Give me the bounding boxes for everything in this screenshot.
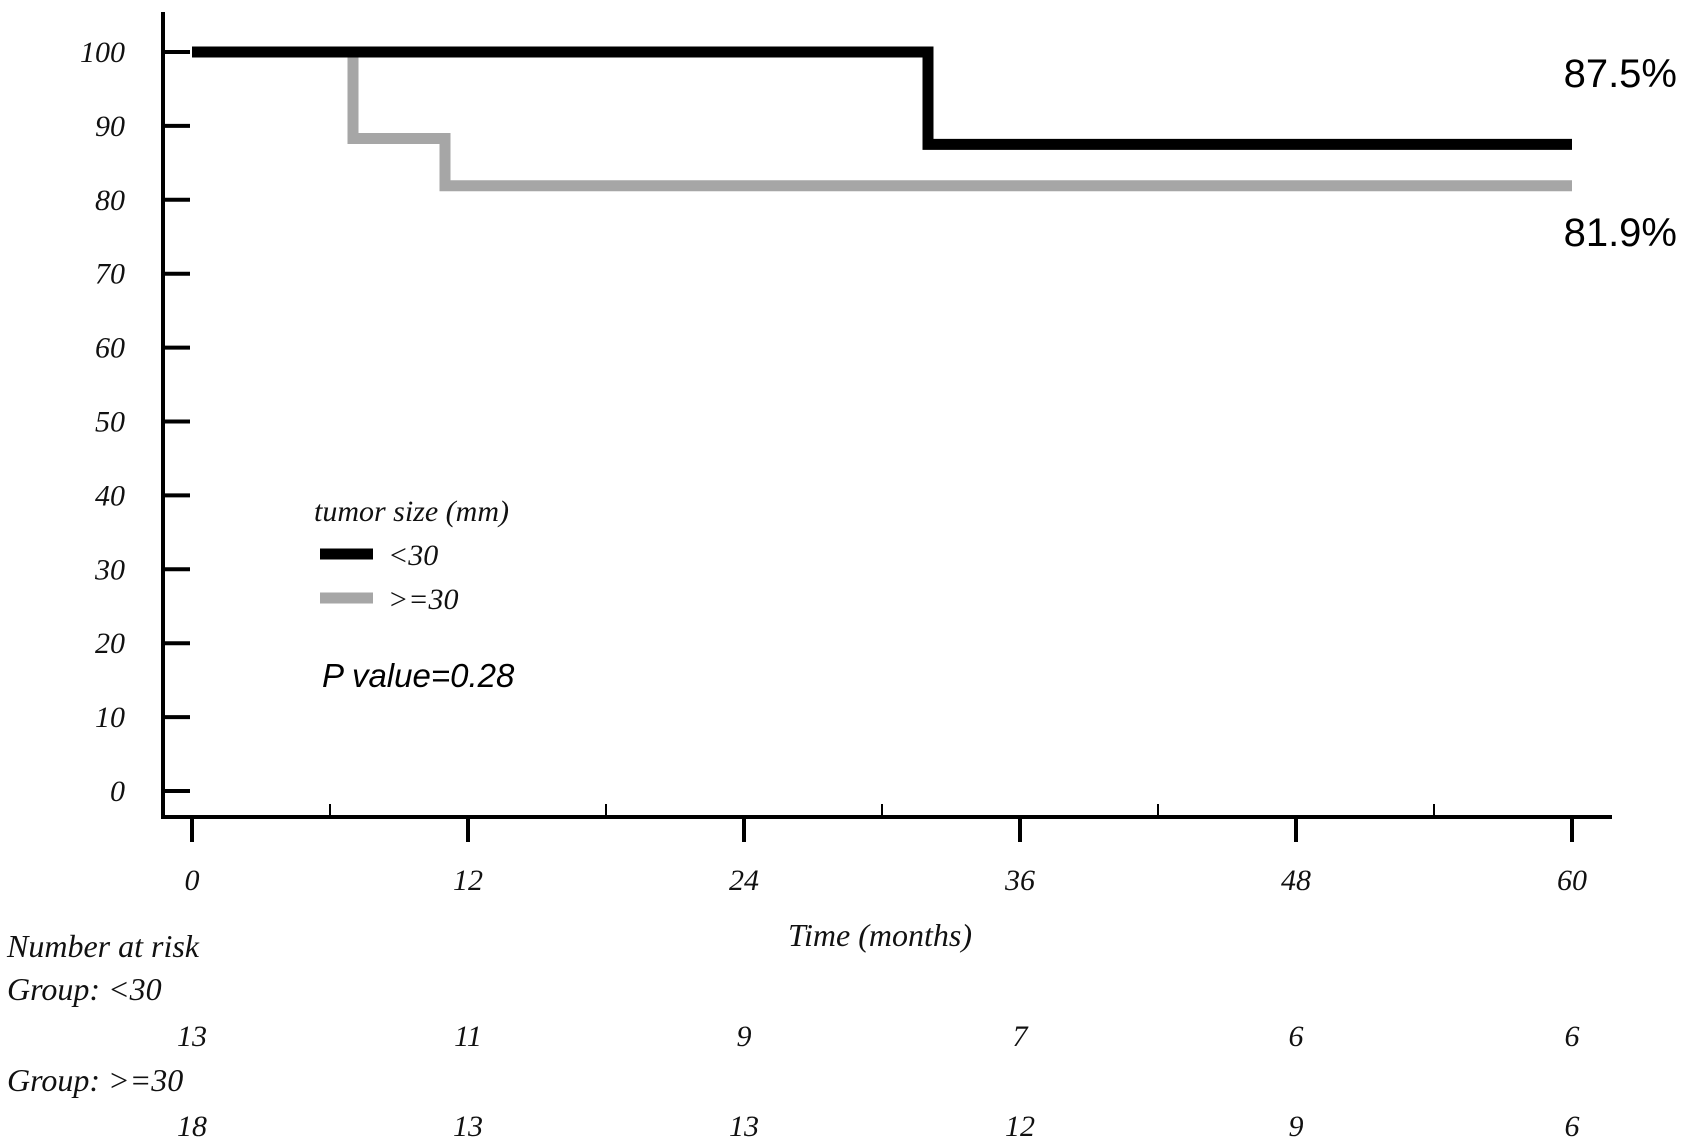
risk-count: 18 bbox=[177, 1110, 207, 1143]
end-value-label: 81.9% bbox=[1564, 211, 1677, 255]
risk-count: 12 bbox=[1005, 1110, 1035, 1143]
y-tick-label: 0 bbox=[110, 775, 125, 808]
y-tick-label: 20 bbox=[95, 627, 125, 660]
risk-count: 6 bbox=[1565, 1110, 1580, 1143]
y-tick-label: 30 bbox=[94, 553, 125, 586]
risk-count: 13 bbox=[453, 1110, 483, 1143]
survival-curve-ge30 bbox=[192, 46, 1572, 192]
risk-table-rows: Group: <30 13 11 9 7 6 6 Group: >=30 18 13 13 12 9 6 bbox=[7, 971, 1580, 1143]
x-tick-label: 36 bbox=[1004, 864, 1035, 897]
end-labels: 87.5% 81.9% bbox=[1564, 52, 1677, 255]
y-tick-label: 40 bbox=[95, 479, 125, 512]
risk-count: 9 bbox=[737, 1020, 752, 1053]
y-tick-label: 60 bbox=[95, 332, 125, 365]
risk-table-title: Number at risk bbox=[6, 928, 200, 964]
risk-count: 9 bbox=[1289, 1110, 1304, 1143]
legend-label: >=30 bbox=[388, 583, 459, 616]
risk-count: 6 bbox=[1565, 1020, 1580, 1053]
x-tick-label: 0 bbox=[185, 864, 200, 897]
legend: tumor size (mm) <30 >=30 bbox=[314, 495, 509, 616]
risk-group-label: Group: <30 bbox=[7, 971, 162, 1007]
series-lines bbox=[192, 46, 1572, 192]
p-value-annotation: P value=0.28 bbox=[322, 657, 515, 694]
risk-count: 13 bbox=[177, 1020, 207, 1053]
risk-count: 7 bbox=[1013, 1020, 1030, 1053]
legend-items: <30 >=30 bbox=[320, 539, 459, 616]
legend-label: <30 bbox=[388, 539, 438, 572]
axes: 0 10 20 30 40 50 60 70 80 90 100 0 12 24 36 48 60 bbox=[80, 12, 1612, 897]
x-tick-label: 24 bbox=[729, 864, 759, 897]
legend-title: tumor size (mm) bbox=[314, 495, 509, 528]
x-tick-label: 12 bbox=[453, 864, 483, 897]
x-tick-label: 60 bbox=[1557, 864, 1587, 897]
x-ticks: 0 12 24 36 48 60 bbox=[185, 804, 1587, 897]
y-tick-label: 50 bbox=[95, 406, 125, 439]
end-value-label: 87.5% bbox=[1564, 52, 1677, 96]
y-tick-label: 100 bbox=[80, 36, 125, 69]
survival-curve-lt30 bbox=[192, 46, 1572, 150]
risk-count: 13 bbox=[729, 1110, 759, 1143]
risk-group-label: Group: >=30 bbox=[7, 1062, 183, 1098]
y-ticks: 0 10 20 30 40 50 60 70 80 90 100 bbox=[80, 36, 190, 808]
x-axis-label: Time (months) bbox=[788, 917, 972, 953]
y-tick-label: 80 bbox=[95, 184, 125, 217]
y-tick-label: 70 bbox=[95, 258, 125, 291]
x-tick-label: 48 bbox=[1281, 864, 1311, 897]
y-tick-label: 10 bbox=[95, 701, 125, 734]
y-tick-label: 90 bbox=[95, 110, 125, 143]
risk-count: 11 bbox=[454, 1020, 482, 1053]
risk-count: 6 bbox=[1289, 1020, 1304, 1053]
